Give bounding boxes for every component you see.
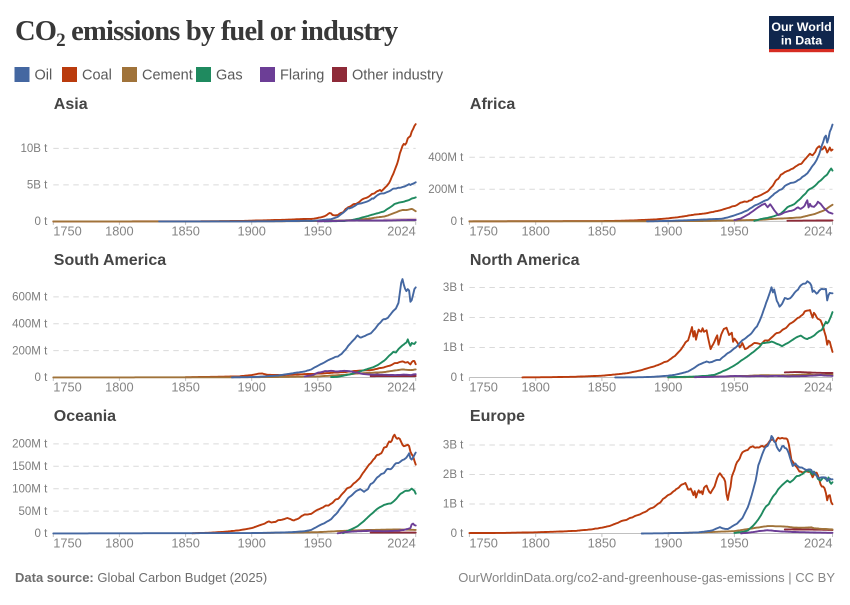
svg-text:OurWorldinData.org/co2-and-gre: OurWorldinData.org/co2-and-greenhouse-ga… [458,570,835,585]
svg-text:1750: 1750 [469,380,497,395]
svg-text:in Data: in Data [781,33,822,47]
svg-text:400M t: 400M t [428,152,464,164]
svg-text:2024: 2024 [387,380,415,395]
svg-text:2B t: 2B t [443,469,464,481]
svg-text:10B t: 10B t [20,143,48,155]
svg-text:1900: 1900 [237,536,265,551]
svg-text:1900: 1900 [237,224,265,239]
svg-text:1800: 1800 [105,380,133,395]
svg-text:1950: 1950 [720,536,748,551]
svg-text:50M t: 50M t [19,506,49,518]
svg-text:0 t: 0 t [451,216,465,228]
svg-text:400M t: 400M t [12,319,48,331]
svg-text:1850: 1850 [588,536,616,551]
svg-text:1900: 1900 [654,224,682,239]
svg-text:100M t: 100M t [12,483,48,495]
svg-text:Africa: Africa [470,96,515,113]
svg-text:1950: 1950 [720,224,748,239]
svg-text:2024: 2024 [804,536,832,551]
svg-text:0 t: 0 t [451,372,465,384]
svg-text:2024: 2024 [387,536,415,551]
svg-text:1850: 1850 [171,380,199,395]
svg-text:1750: 1750 [469,224,497,239]
svg-text:Cement: Cement [142,68,193,84]
svg-text:0 t: 0 t [451,528,465,540]
svg-text:1B t: 1B t [443,342,464,354]
svg-text:2024: 2024 [804,224,832,239]
svg-text:1850: 1850 [171,536,199,551]
svg-text:3B t: 3B t [443,440,464,452]
svg-text:1B t: 1B t [443,499,464,511]
svg-text:North America: North America [470,252,580,269]
svg-text:Asia: Asia [54,96,88,113]
svg-text:1800: 1800 [105,224,133,239]
svg-text:1850: 1850 [171,224,199,239]
svg-text:1800: 1800 [521,224,549,239]
svg-text:150M t: 150M t [12,461,48,473]
svg-text:1900: 1900 [654,536,682,551]
svg-text:600M t: 600M t [12,292,48,304]
svg-text:2024: 2024 [387,224,415,239]
svg-text:1800: 1800 [521,536,549,551]
svg-text:1950: 1950 [720,380,748,395]
svg-text:1750: 1750 [53,224,81,239]
svg-text:Oil: Oil [35,68,53,84]
svg-text:1800: 1800 [521,380,549,395]
svg-text:1750: 1750 [53,536,81,551]
svg-text:1850: 1850 [588,380,616,395]
svg-text:0 t: 0 t [35,216,49,228]
svg-text:1800: 1800 [105,536,133,551]
svg-text:0 t: 0 t [35,528,49,540]
svg-text:1950: 1950 [304,224,332,239]
svg-text:Gas: Gas [216,68,243,84]
svg-text:0 t: 0 t [35,372,49,384]
svg-text:Flaring: Flaring [280,68,324,84]
svg-text:1950: 1950 [304,380,332,395]
svg-text:Oceania: Oceania [54,408,116,425]
svg-text:2024: 2024 [804,380,832,395]
svg-text:South America: South America [54,252,166,269]
svg-text:CO2 emissions by fuel or indus: CO2 emissions by fuel or industry [15,16,398,51]
svg-text:1750: 1750 [469,536,497,551]
svg-text:1950: 1950 [304,536,332,551]
svg-text:200M t: 200M t [428,184,464,196]
svg-text:Other industry: Other industry [352,68,444,84]
svg-text:3B t: 3B t [443,282,464,294]
svg-text:Europe: Europe [470,408,525,425]
svg-text:Our World: Our World [771,20,831,34]
svg-text:2B t: 2B t [443,312,464,324]
svg-text:200M t: 200M t [12,345,48,357]
svg-text:200M t: 200M t [12,439,48,451]
svg-text:1900: 1900 [237,380,265,395]
svg-text:5B t: 5B t [27,180,48,192]
svg-text:1900: 1900 [654,380,682,395]
svg-text:Data source: Global Carbon Bud: Data source: Global Carbon Budget (2025) [15,570,267,585]
svg-text:1850: 1850 [588,224,616,239]
svg-text:1750: 1750 [53,380,81,395]
svg-text:Coal: Coal [82,68,112,84]
